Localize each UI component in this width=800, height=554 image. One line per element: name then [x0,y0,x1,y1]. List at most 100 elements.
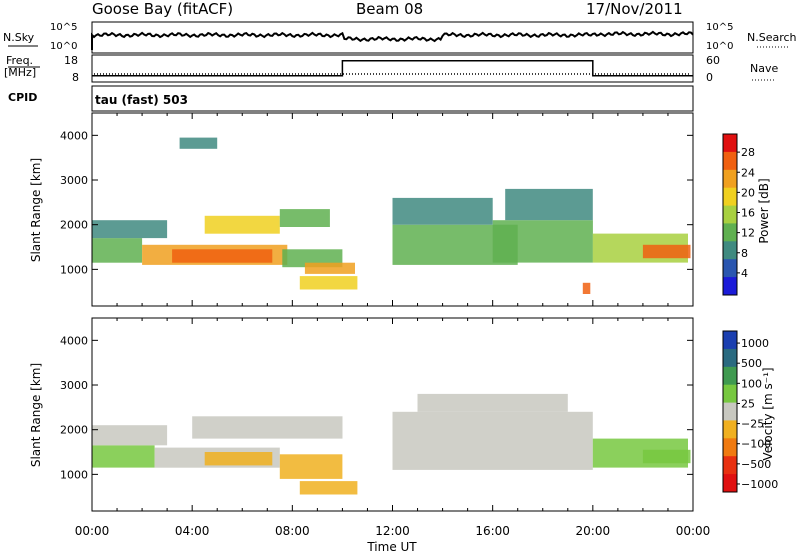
nsearch-tick-top: 10^5 [706,22,733,33]
power-axes: 1000 2000 3000 4000 [60,113,694,306]
y-tick-label: 1000 [60,468,88,481]
date-title: 17/Nov/2011 [586,0,683,18]
cpid-label: CPID [8,91,37,104]
heatmap-cell [304,262,355,274]
heatmap-cell [92,445,155,468]
nave-tick-bottom: 0 [706,71,713,84]
colorbar-segment [723,402,737,421]
velocity-colorbar-label: Velocity [m s⁻¹] [761,367,775,460]
colorbar-tick-label: −100 [741,438,771,451]
colorbar-segment [723,277,737,296]
power-ylabel: Slant Range [km] [29,158,43,262]
colorbar-tick-label: 100 [741,377,762,390]
colorbar-frame [722,133,738,296]
nsky-panel-frame [91,21,694,54]
nsearch-tick-bottom: 10^0 [706,41,733,52]
power-heatmap [92,137,691,294]
heatmap-cell [392,197,493,225]
y-tick-label: 3000 [60,379,88,392]
nave-label: Nave [750,62,778,75]
power-colorbar-label: Power [dB] [757,178,771,243]
time-tick-label: 00:00 [75,524,110,538]
nsky-label: N.Sky [3,31,35,44]
heatmap-cell [172,249,273,263]
heatmap-cell [299,481,358,495]
heatmap-cell [279,454,343,479]
heatmap-cell [299,276,358,290]
frequency-line [92,59,693,77]
time-tick-label: 16:00 [475,524,510,538]
colorbar-tick-label: 4 [741,267,748,280]
time-tick-label: 08:00 [275,524,310,538]
velocity-heatmap [92,393,691,495]
colorbar-segment [723,366,737,386]
colorbar-segment [723,241,737,260]
colorbar-segment [723,187,737,207]
colorbar-tick-label: 8 [741,247,748,260]
y-tick-label: 2000 [60,219,88,232]
time-axis-ticks: 00:00 04:00 08:00 12:00 16:00 20:00 00:00 [75,524,711,538]
cpid-text: tau (fast) 503 [95,93,188,107]
heatmap-cell [505,188,593,221]
time-axis-label: Time UT [366,540,417,554]
colorbar-segment [723,331,737,350]
y-tick-label: 4000 [60,129,88,142]
freq-label: Freq. [6,54,33,67]
time-tick-label: 04:00 [175,524,210,538]
colorbar-segment [723,420,737,439]
y-tick-label: 4000 [60,334,88,347]
freq-panel-frame [91,54,694,83]
colorbar-frame [722,330,738,493]
freq-tick-top: 18 [64,54,78,67]
heatmap-cell [204,452,273,466]
velocity-axes: 1000 2000 3000 4000 [60,318,694,511]
time-tick-label: 12:00 [375,524,410,538]
heatmap-cell [92,220,168,239]
velocity-colorbar: 1000 500 100 25 −25 −100 −500 −1000 [722,330,778,493]
colorbar-segment [723,348,737,368]
colorbar-segment [723,474,737,493]
freq-tick-bottom: 8 [72,71,79,84]
heatmap-cell [392,411,593,470]
heatmap-cell [642,244,691,259]
colorbar-segment [723,223,737,242]
y-tick-label: 1000 [60,263,88,276]
colorbar-tick-label: 25 [741,397,755,410]
colorbar-tick-label: 16 [741,207,755,220]
velocity-ylabel: Slant Range [km] [29,363,43,467]
heatmap-cell [582,282,591,294]
colorbar-tick-label: 20 [741,186,755,199]
nsky-tick-top: 10^5 [50,22,77,33]
colorbar-segment [723,456,737,475]
colorbar-tick-label: 500 [741,357,762,370]
colorbar-tick-label: −25 [741,418,764,431]
nave-tick-top: 60 [706,54,720,67]
heatmap-cell [179,137,218,149]
freq-unit-label: [MHz] [4,66,36,79]
colorbar-segment [723,384,737,404]
heatmap-cell [642,449,691,464]
colorbar-segment [723,134,737,153]
heatmap-cell [279,209,330,227]
power-colorbar: 28 24 20 16 12 8 4 [722,133,755,296]
time-tick-label: 20:00 [576,524,611,538]
heatmap-cell [192,416,343,439]
colorbar-segment [723,169,737,189]
heatmap-cell [204,215,280,234]
nsky-trace [91,30,694,50]
colorbar-segment [723,259,737,278]
heatmap-cell [92,238,143,263]
heatmap-cell [492,220,593,263]
heatmap-cell [417,393,568,412]
y-tick-label: 2000 [60,424,88,437]
station-title: Goose Bay (fitACF) [92,0,233,18]
colorbar-segment [723,151,737,171]
cpid-panel-frame [91,85,694,112]
y-tick-label: 3000 [60,174,88,187]
colorbar-tick-label: 28 [741,146,755,159]
colorbar-tick-label: −1000 [741,478,778,491]
colorbar-tick-label: 12 [741,227,755,240]
time-tick-label: 00:00 [676,524,711,538]
colorbar-segment [723,205,737,224]
